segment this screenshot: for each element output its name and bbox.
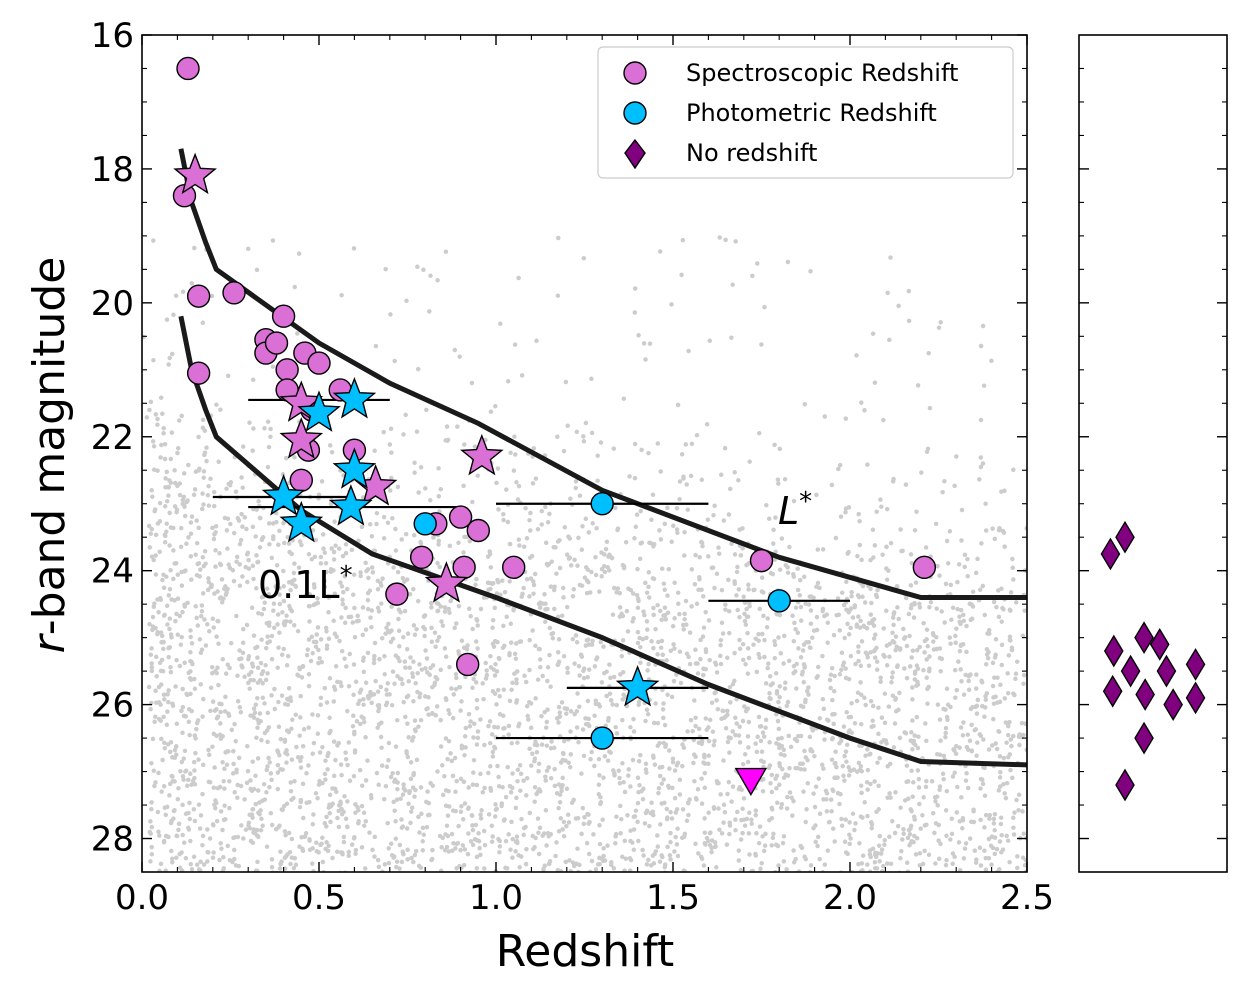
spectroscopic-circle — [466, 518, 490, 543]
photometric-star — [279, 500, 324, 543]
legend-frame — [597, 46, 1014, 179]
no-redshift-diamond — [1115, 520, 1135, 554]
y-tick-label: 24 — [91, 552, 134, 592]
no-redshift-diamond — [1100, 537, 1121, 571]
photometric-star — [329, 484, 373, 526]
spectroscopic-circle — [222, 281, 246, 305]
legend-label-spectroscopic: Spectroscopic Redshift — [686, 59, 958, 87]
spectroscopic-circle — [307, 351, 331, 375]
spectroscopic-circle — [448, 505, 473, 529]
spectroscopic-circle — [409, 545, 434, 569]
spectroscopic-circle — [275, 358, 299, 382]
no-redshift-diamond — [1103, 634, 1124, 668]
spectroscopic-circle — [452, 555, 476, 580]
spectroscopic-circle — [289, 468, 313, 492]
curve-label-lstar: L* — [778, 487, 812, 533]
axis-ticks: 0.0 0.5 1.0 1.5 2.0 2.5 16 18 20 22 24 26 28 — [91, 16, 1054, 918]
side-panel-frame — [1078, 34, 1228, 873]
spectroscopic-star — [279, 417, 324, 459]
side-panel-ticks — [1079, 67, 1227, 840]
background-galaxy-cloud — [142, 235, 1027, 872]
spectroscopic-circle — [912, 555, 937, 580]
legend-marker-no-redshift — [624, 138, 646, 170]
no-redshift-diamond — [1156, 654, 1177, 688]
photometric-star — [332, 447, 377, 489]
legend-label-photometric: Photometric Redshift — [686, 99, 937, 127]
y-tick-label: 28 — [91, 820, 134, 860]
spectroscopic-circle — [264, 331, 289, 355]
curve-label-01lstar: 0.1L* — [258, 561, 353, 607]
no-redshift-diamond — [1185, 681, 1206, 715]
x-tick-label: 0.5 — [292, 878, 346, 918]
spectroscopic-circle — [749, 548, 774, 573]
legend-marker-spectroscopic — [623, 61, 647, 85]
spectroscopic-circle — [271, 304, 296, 328]
no-redshift-diamond — [1115, 768, 1135, 802]
y-axis-label: r-band magnitude — [24, 257, 75, 654]
main-plot-frame — [141, 34, 1028, 873]
y-tick-label: 26 — [91, 686, 134, 726]
spectroscopic-circle — [455, 652, 480, 677]
spectroscopic-star — [424, 561, 469, 603]
x-tick-label: 1.5 — [646, 878, 700, 918]
photometric-star — [297, 390, 341, 432]
photometric-star — [261, 474, 306, 516]
photometric-star — [615, 664, 660, 707]
photometric-circle — [767, 589, 791, 613]
spectroscopic-circle — [176, 56, 200, 81]
x-tick-label: 1.0 — [469, 878, 523, 918]
no-redshift-diamond — [1135, 678, 1155, 711]
spectroscopic-circle — [385, 582, 409, 606]
x-tick-label: 0.0 — [115, 878, 169, 918]
no-redshift-diamond — [1185, 648, 1206, 681]
legend-marker-photometric — [623, 101, 647, 125]
x-axis-label: Redshift — [496, 926, 675, 977]
spectroscopic-circle — [186, 284, 211, 308]
x-tick-label: 2.0 — [823, 878, 877, 918]
background-dots — [142, 235, 1027, 872]
no-redshift-diamond — [1120, 654, 1141, 688]
curve-lstar — [178, 148, 1027, 600]
spectroscopic-star — [460, 433, 504, 476]
no-redshift-diamond — [1163, 688, 1183, 721]
legend: Spectroscopic Redshift Photometric Redsh… — [597, 46, 1014, 179]
upper-limit-marker — [734, 767, 768, 797]
curve-01lstar — [178, 315, 1027, 768]
y-tick-label: 22 — [91, 418, 134, 458]
spectroscopic-circle — [186, 361, 211, 385]
spectroscopic-star — [173, 152, 217, 195]
y-tick-label: 20 — [91, 284, 134, 324]
y-tick-label: 18 — [91, 150, 134, 190]
y-tick-label: 16 — [91, 16, 134, 56]
legend-label-no-redshift: No redshift — [686, 139, 817, 167]
photometric-circle — [590, 726, 614, 750]
photometric-star — [332, 376, 377, 419]
no-redshift-diamond — [1149, 627, 1170, 661]
photometric-circle — [413, 512, 437, 536]
spectroscopic-star — [279, 380, 324, 422]
data-points — [172, 56, 937, 797]
luminosity-curves — [178, 148, 1027, 768]
spectroscopic-circle — [502, 555, 526, 580]
x-tick-label: 2.5 — [1000, 878, 1054, 918]
no-redshift-diamond — [1102, 674, 1123, 708]
no-redshift-diamond — [1134, 721, 1154, 755]
no-redshift-diamond — [1134, 621, 1154, 655]
side-panel-diamonds — [1100, 520, 1206, 802]
photometric-circle — [590, 492, 614, 516]
